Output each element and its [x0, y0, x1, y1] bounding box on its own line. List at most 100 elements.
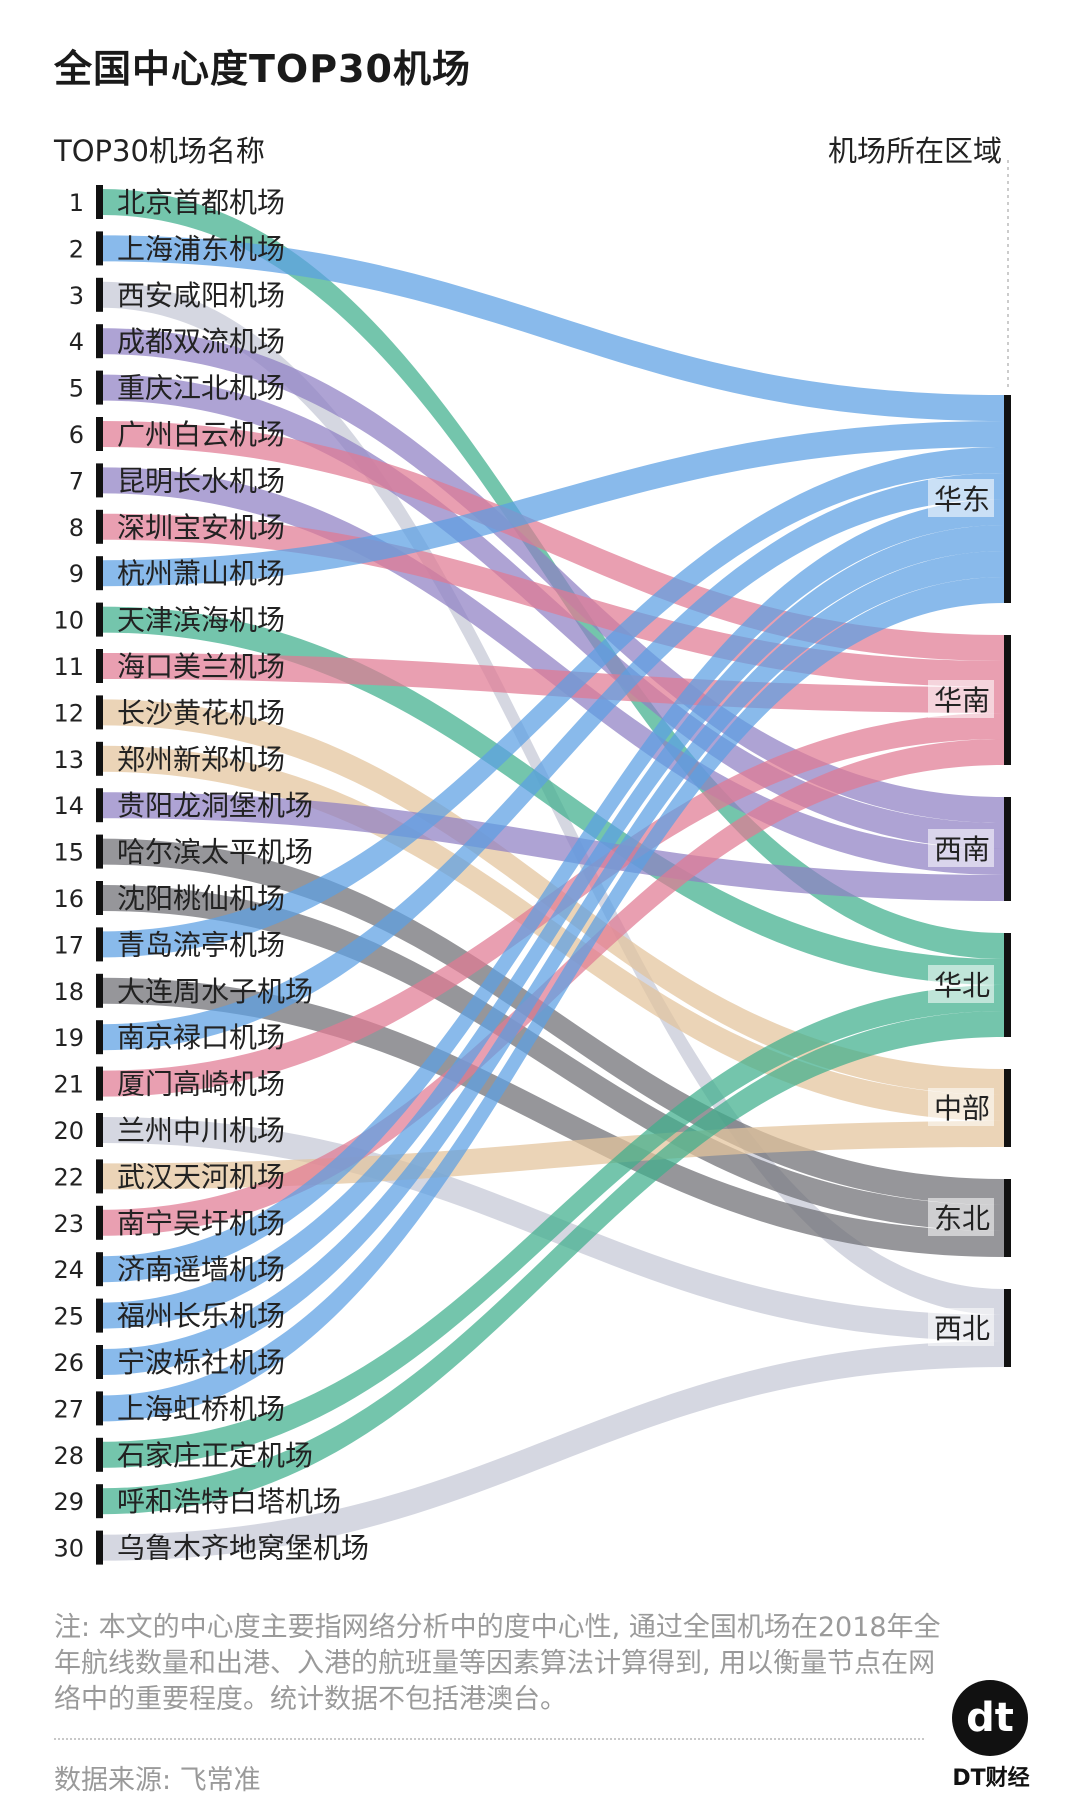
region-node-bar	[1004, 1289, 1011, 1367]
airport-rank: 28	[53, 1442, 84, 1470]
region-node-bar	[1004, 797, 1011, 901]
airport-node-bar	[96, 1066, 103, 1101]
region-label: 华北	[934, 969, 990, 1002]
airport-node-bar	[96, 277, 103, 312]
airport-rank: 18	[53, 978, 84, 1006]
airport-rank: 23	[53, 1210, 84, 1238]
airport-node-bar	[96, 927, 103, 962]
airport-name: 海口美兰机场	[117, 650, 285, 683]
airport-name: 昆明长水机场	[117, 464, 285, 497]
airport-node-bar	[96, 185, 103, 219]
airport-node-bar	[96, 556, 103, 591]
flow-band-30	[102, 1341, 1004, 1561]
airport-name: 哈尔滨太平机场	[117, 836, 313, 869]
airport-rank: 2	[69, 235, 84, 263]
airport-node-bar	[96, 741, 103, 776]
airport-rank: 19	[53, 1024, 84, 1052]
airport-rank: 20	[53, 1117, 84, 1145]
airport-name: 石家庄正定机场	[117, 1439, 313, 1472]
airport-rank: 5	[69, 375, 84, 403]
region-label: 中部	[934, 1092, 990, 1125]
flow-band-10	[102, 606, 1004, 985]
airport-rank: 15	[53, 839, 84, 867]
airport-name: 南宁吴圩机场	[117, 1207, 285, 1240]
airport-node-bar	[96, 649, 103, 683]
dt-logo-icon: dt	[952, 1680, 1028, 1756]
flow-band-18	[102, 977, 1004, 1257]
airport-node-bar	[96, 231, 103, 266]
airport-node-bar	[96, 1391, 103, 1426]
airport-node-bar	[96, 417, 103, 451]
airport-rank: 27	[53, 1395, 84, 1423]
airport-name: 北京首都机场	[117, 186, 285, 219]
airport-rank: 11	[53, 653, 84, 681]
airport-name: 贵阳龙洞堡机场	[117, 789, 313, 822]
region-label: 华南	[934, 684, 990, 717]
flow-band-4	[102, 328, 1004, 823]
airport-rank: 9	[69, 560, 84, 588]
airport-name: 乌鲁木齐地窝堡机场	[117, 1532, 369, 1565]
flow-band-16	[102, 885, 1004, 1231]
airport-rank: 17	[53, 931, 84, 959]
region-label: 华东	[934, 483, 990, 516]
airport-node-bar	[96, 509, 103, 544]
airport-column-header: TOP30机场名称	[54, 134, 265, 168]
airport-name: 杭州萧山机场	[117, 557, 285, 590]
footnote: 注: 本文的中心度主要指网络分析中的度中心性, 通过全国机场在2018年全年航线…	[54, 1612, 941, 1715]
region-node-bar	[1004, 1179, 1011, 1257]
airport-name: 福州长乐机场	[117, 1300, 285, 1333]
airport-name: 武汉天河机场	[117, 1160, 285, 1193]
flow-band-21	[102, 713, 1004, 1097]
airport-rank: 10	[53, 607, 84, 635]
flow-band-27	[102, 577, 1004, 1422]
airport-name: 长沙黄花机场	[117, 696, 285, 729]
region-label-bg	[928, 829, 994, 867]
airport-rank: 26	[53, 1349, 84, 1377]
airport-rank: 29	[53, 1488, 84, 1516]
flow-band-9	[102, 421, 1004, 587]
airport-name: 兰州中川机场	[117, 1114, 285, 1147]
airport-name: 厦门高崎机场	[117, 1068, 285, 1101]
airport-node-group: 1 北京首都机场 2 上海浦东机场 3 西安咸阳机场 4 成都双流机场 5 重庆江北机场 6 广州白云…	[53, 185, 369, 1565]
airport-name: 天津滨海机场	[117, 604, 285, 637]
airport-node-bar	[96, 1205, 103, 1240]
region-node-bar	[1004, 933, 1011, 1037]
airport-name: 南京禄口机场	[117, 1021, 285, 1054]
airport-rank: 3	[69, 282, 84, 310]
airport-rank: 13	[53, 746, 84, 774]
airport-node-bar	[96, 1437, 103, 1472]
page-title: 全国中心度TOP30机场	[54, 47, 471, 91]
flow-band-28	[102, 985, 1004, 1468]
airport-node-bar	[96, 370, 103, 405]
flow-band-15	[102, 838, 1004, 1205]
footer-divider	[54, 1738, 924, 1740]
airport-name: 青岛流亭机场	[117, 928, 285, 961]
flow-band-24	[102, 499, 1004, 1283]
region-label-bg	[928, 479, 994, 517]
airport-node-bar	[96, 1252, 103, 1287]
airport-name: 重庆江北机场	[117, 372, 285, 405]
airport-rank: 8	[69, 514, 84, 542]
airport-name: 呼和浩特白塔机场	[117, 1485, 341, 1518]
flow-band-group	[102, 189, 1004, 1561]
airport-rank: 30	[53, 1535, 84, 1563]
airport-node-bar	[96, 324, 103, 359]
airport-node-bar	[96, 602, 103, 637]
flow-band-17	[102, 447, 1004, 958]
airport-node-bar	[96, 1530, 103, 1565]
region-label: 西北	[934, 1312, 990, 1345]
airport-rank: 14	[53, 792, 84, 820]
airport-name: 上海虹桥机场	[117, 1392, 285, 1425]
airport-name: 深圳宝安机场	[117, 511, 285, 544]
airport-name: 济南遥墙机场	[117, 1253, 285, 1286]
airport-rank: 21	[53, 1071, 84, 1099]
airport-node-bar	[96, 1020, 103, 1055]
airport-rank: 6	[69, 421, 84, 449]
airport-node-bar	[96, 1484, 103, 1519]
airport-name: 广州白云机场	[117, 418, 285, 451]
airport-name: 大连周水子机场	[117, 975, 313, 1008]
airport-node-bar	[96, 973, 103, 1008]
flow-band-14	[102, 792, 1004, 901]
region-label-bg	[928, 680, 994, 718]
